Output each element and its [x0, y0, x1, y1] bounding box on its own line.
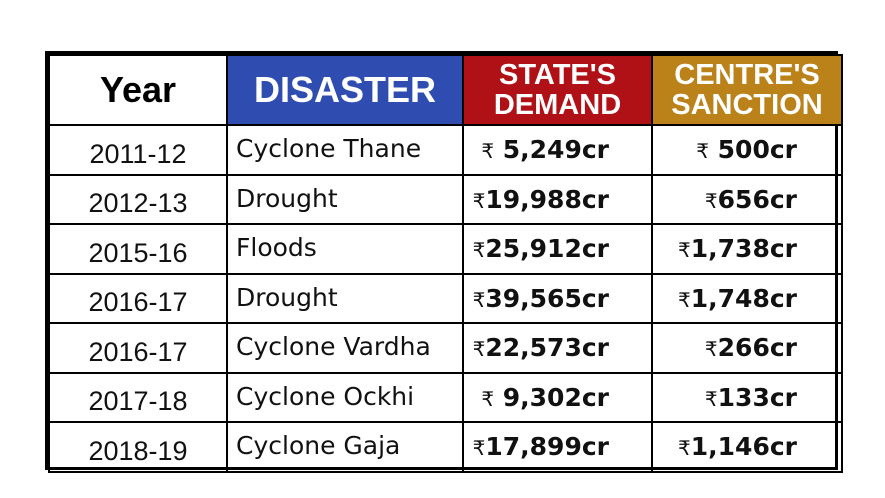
table-row: 2016-17 Cyclone Vardha ₹22,573cr ₹266cr	[48, 322, 843, 374]
centre-sanction-cell: ₹1,738cr	[651, 223, 843, 275]
rupee-symbol: ₹	[678, 287, 691, 312]
disaster-cell: Cyclone Ockhi	[226, 371, 464, 423]
centre-sanction-cell: ₹656cr	[651, 173, 843, 225]
table-row: 2017-18 Cyclone Ockhi ₹ 9,302cr ₹133cr	[48, 371, 843, 423]
centre-sanction-cell: ₹133cr	[651, 371, 843, 423]
disaster-funding-table: Year DISASTER STATE'S DEMAND CENTRE'S SA…	[45, 51, 843, 473]
centre-sanction-cell: ₹1,748cr	[651, 272, 843, 324]
centre-sanction-value: 500cr	[717, 135, 797, 165]
year-cell: 2015-16	[48, 223, 228, 275]
state-demand-cell: ₹19,988cr	[462, 173, 653, 225]
centre-sanction-value: 1,146cr	[690, 432, 797, 462]
state-demand-cell: ₹22,573cr	[462, 322, 653, 374]
rupee-symbol: ₹	[481, 386, 495, 411]
centre-sanction-value: 1,748cr	[690, 283, 797, 313]
centre-sanction-value: 133cr	[717, 382, 797, 412]
year-cell: 2016-17	[48, 322, 228, 374]
disaster-cell: Cyclone Gaja	[226, 421, 464, 473]
state-demand-value: 25,912cr	[485, 234, 609, 264]
centre-sanction-value: 266cr	[717, 333, 797, 363]
header-states-demand-line1: STATE'S	[499, 59, 616, 91]
state-demand-cell: ₹ 5,249cr	[462, 124, 653, 176]
header-row: Year DISASTER STATE'S DEMAND CENTRE'S SA…	[48, 54, 843, 126]
table-row: 2016-17 Drought ₹39,565cr ₹1,748cr	[48, 272, 843, 324]
funding-table: Year DISASTER STATE'S DEMAND CENTRE'S SA…	[48, 54, 843, 473]
state-demand-cell: ₹17,899cr	[462, 421, 653, 473]
year-cell: 2011-12	[48, 124, 228, 176]
year-cell: 2016-17	[48, 272, 228, 324]
table-row: 2011-12 Cyclone Thane ₹ 5,249cr ₹ 500cr	[48, 124, 843, 176]
state-demand-value: 19,988cr	[485, 184, 609, 214]
header-year: Year	[48, 54, 228, 126]
state-demand-value: 9,302cr	[502, 382, 609, 412]
disaster-cell: Drought	[226, 173, 464, 225]
disaster-cell: Floods	[226, 223, 464, 275]
centre-sanction-cell: ₹ 500cr	[651, 124, 843, 176]
disaster-cell: Cyclone Vardha	[226, 322, 464, 374]
rupee-symbol: ₹	[678, 436, 691, 461]
disaster-cell: Cyclone Thane	[226, 124, 464, 176]
table-row: 2018-19 Cyclone Gaja ₹17,899cr ₹1,146cr	[48, 421, 843, 473]
table-row: 2012-13 Drought ₹19,988cr ₹656cr	[48, 173, 843, 225]
disaster-cell: Drought	[226, 272, 464, 324]
year-cell: 2017-18	[48, 371, 228, 423]
rupee-symbol: ₹	[472, 337, 486, 362]
rupee-symbol: ₹	[696, 139, 709, 164]
header-centres-sanction-line2: SANCTION	[671, 89, 823, 121]
state-demand-value: 39,565cr	[485, 283, 609, 313]
centre-sanction-cell: ₹1,146cr	[651, 421, 843, 473]
state-demand-value: 22,573cr	[485, 333, 609, 363]
header-centres-sanction: CENTRE'S SANCTION	[651, 54, 843, 126]
table-row: 2015-16 Floods ₹25,912cr ₹1,738cr	[48, 223, 843, 275]
header-centres-sanction-line1: CENTRE'S	[674, 59, 820, 91]
header-states-demand-line2: DEMAND	[493, 89, 622, 121]
rupee-symbol: ₹	[472, 188, 486, 213]
state-demand-value: 17,899cr	[485, 432, 609, 462]
state-demand-cell: ₹39,565cr	[462, 272, 653, 324]
centre-sanction-value: 656cr	[717, 184, 797, 214]
rupee-symbol: ₹	[704, 386, 718, 411]
state-demand-value: 5,249cr	[502, 135, 609, 165]
centre-sanction-value: 1,738cr	[690, 234, 797, 264]
rupee-symbol: ₹	[678, 238, 691, 263]
state-demand-cell: ₹25,912cr	[462, 223, 653, 275]
header-states-demand: STATE'S DEMAND	[462, 54, 653, 126]
rupee-symbol: ₹	[472, 436, 486, 461]
rupee-symbol: ₹	[472, 238, 486, 263]
state-demand-cell: ₹ 9,302cr	[462, 371, 653, 423]
centre-sanction-cell: ₹266cr	[651, 322, 843, 374]
rupee-symbol: ₹	[472, 287, 486, 312]
rupee-symbol: ₹	[704, 337, 718, 362]
rupee-symbol: ₹	[481, 139, 495, 164]
year-cell: 2012-13	[48, 173, 228, 225]
header-disaster: DISASTER	[226, 54, 464, 126]
rupee-symbol: ₹	[704, 188, 718, 213]
year-cell: 2018-19	[48, 421, 228, 473]
